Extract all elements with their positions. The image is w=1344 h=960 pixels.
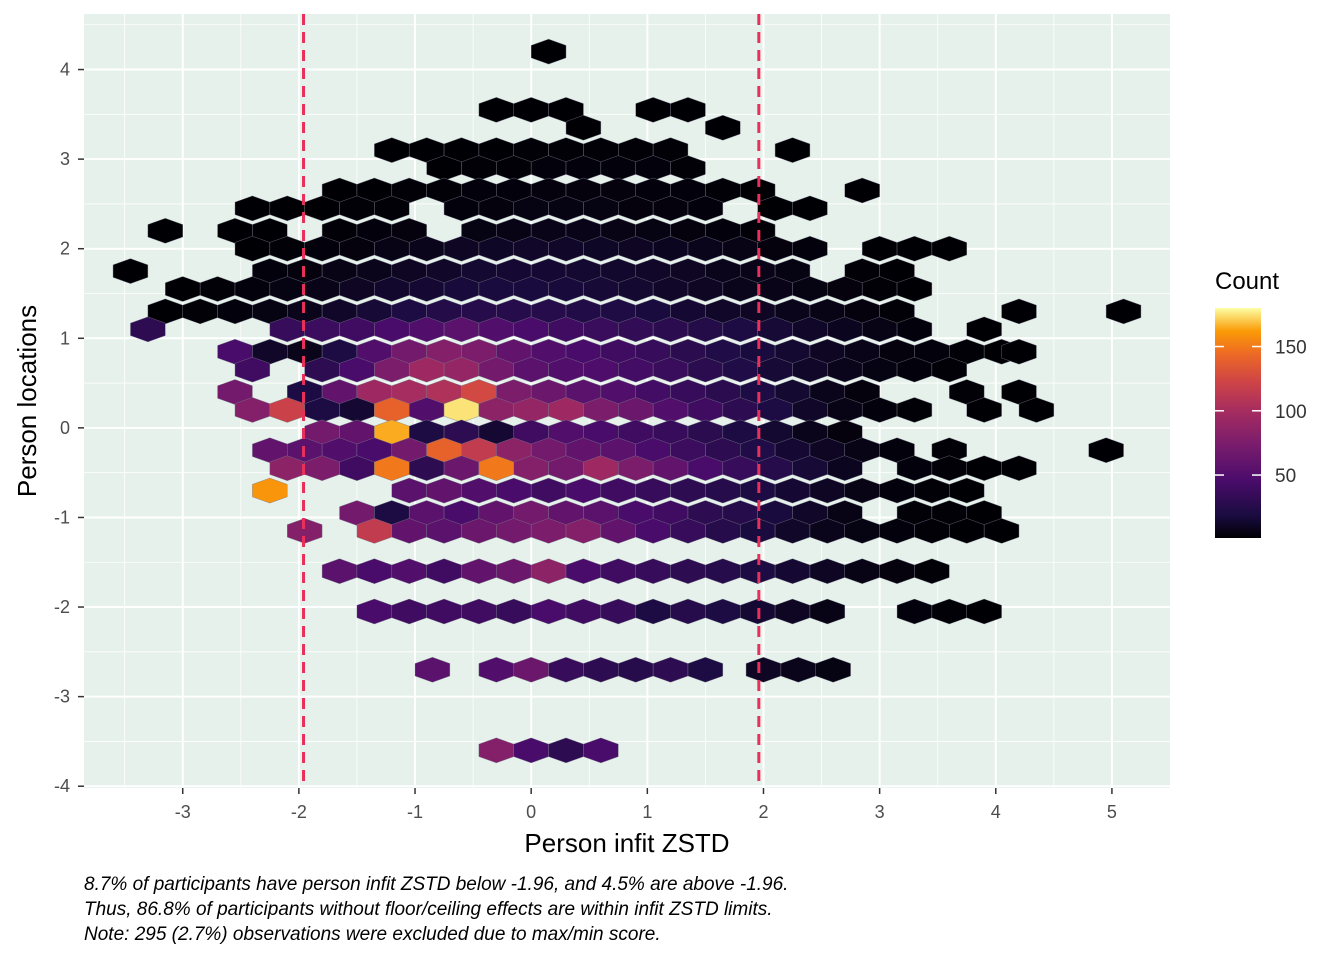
hex-bin xyxy=(815,657,851,683)
y-tick-label: -2 xyxy=(54,597,70,617)
hex-bin xyxy=(774,137,811,163)
hex-bin xyxy=(1001,455,1037,481)
y-tick-label: 3 xyxy=(60,149,70,169)
hex-bin xyxy=(983,518,1020,544)
legend: Count 50 100 150 xyxy=(1215,268,1307,538)
y-tick-label: 2 xyxy=(60,239,70,259)
caption-line-2: Thus, 86.8% of participants without floo… xyxy=(84,899,773,920)
hex-bin xyxy=(931,235,967,262)
x-axis-label: Person infit ZSTD xyxy=(524,828,729,858)
hex-bin xyxy=(234,356,271,383)
hex-bin xyxy=(583,737,619,764)
y-tick-label: 4 xyxy=(60,60,70,80)
hex-bin xyxy=(1105,298,1142,325)
x-tick-label: 3 xyxy=(875,802,885,822)
x-tick-label: 4 xyxy=(991,802,1001,822)
legend-ticks: 50 100 150 xyxy=(1215,338,1307,487)
x-axis-ticks: -3 -2 -1 0 1 2 3 4 5 xyxy=(175,788,1117,822)
hexbin-chart: -3 -2 -1 0 1 2 3 4 5 -4 -3 -2 -1 0 1 2 3 4 Person infit … xyxy=(12,14,1307,858)
x-tick-label: 2 xyxy=(758,802,768,822)
caption-line-1: 8.7% of participants have person infit Z… xyxy=(84,874,789,895)
hex-bin xyxy=(252,477,288,504)
hex-bin xyxy=(147,218,183,244)
hex-bin xyxy=(896,397,933,423)
x-tick-label: 5 xyxy=(1107,802,1117,822)
hex-bin xyxy=(809,598,845,625)
hex-bin xyxy=(530,38,567,65)
hex-bin xyxy=(949,477,985,504)
caption: 8.7% of participants have person infit Z… xyxy=(84,872,788,947)
hex-bin xyxy=(792,235,828,262)
hex-bin xyxy=(130,316,166,343)
y-axis-label: Person locations xyxy=(12,305,42,497)
hex-bin xyxy=(966,598,1002,625)
hex-bin xyxy=(705,115,741,141)
legend-tick-label: 150 xyxy=(1275,338,1307,359)
hex-bin xyxy=(1001,339,1037,365)
y-tick-label: 0 xyxy=(60,418,70,438)
hex-bin xyxy=(687,195,724,222)
caption-line-3: Note: 295 (2.7%) observations were exclu… xyxy=(84,924,661,945)
reference-lines xyxy=(302,14,761,788)
hex-bin xyxy=(687,657,724,683)
y-axis-ticks: -4 -3 -2 -1 0 1 2 3 4 xyxy=(54,60,84,796)
legend-tick-label: 100 xyxy=(1275,402,1307,423)
x-tick-label: 1 xyxy=(642,802,652,822)
hex-bin xyxy=(966,316,1002,343)
hex-bin xyxy=(1018,397,1055,423)
hex-bin xyxy=(896,316,933,343)
y-tick-label: -3 xyxy=(54,687,70,707)
hex-bin xyxy=(827,455,863,481)
y-tick-label: 1 xyxy=(60,328,70,348)
hex-bin xyxy=(374,195,410,222)
x-tick-label: -1 xyxy=(407,802,423,822)
hex-bin xyxy=(792,195,828,222)
legend-colorbar xyxy=(1215,308,1261,538)
hex-bin xyxy=(414,657,451,683)
hex-bin xyxy=(914,558,950,584)
x-tick-label: -2 xyxy=(291,802,307,822)
hex-bin xyxy=(896,276,933,302)
hex-bin xyxy=(1088,437,1124,463)
hex-bin xyxy=(1001,298,1037,325)
legend-title: Count xyxy=(1215,268,1279,295)
y-tick-label: -4 xyxy=(54,776,70,796)
hex-bin xyxy=(112,258,149,284)
x-tick-label: 0 xyxy=(526,802,536,822)
x-tick-label: -3 xyxy=(175,802,191,822)
y-tick-label: -1 xyxy=(54,507,70,527)
hex-bin xyxy=(670,97,706,123)
hex-bin xyxy=(931,356,967,383)
hex-bin xyxy=(966,397,1002,423)
hex-bins xyxy=(112,38,1142,764)
hex-bin xyxy=(565,115,602,141)
hex-bin xyxy=(844,177,880,204)
legend-tick-label: 50 xyxy=(1275,466,1296,487)
